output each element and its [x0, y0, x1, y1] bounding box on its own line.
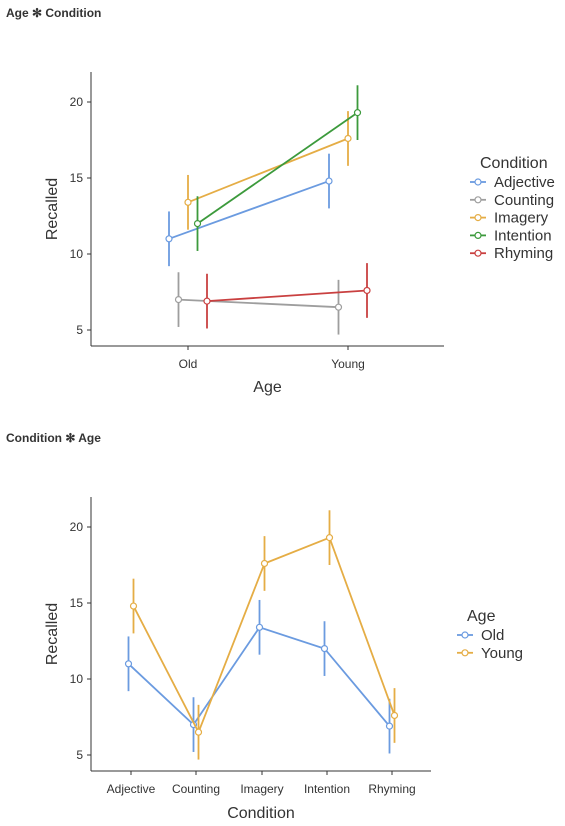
data-point	[320, 644, 329, 653]
legend-label: Counting	[494, 192, 554, 209]
series-adjective	[165, 153, 333, 267]
legend-swatch-point	[474, 214, 482, 222]
y-tick-label: 10	[70, 672, 84, 686]
legend-title: Condition	[480, 155, 548, 172]
data-point	[325, 534, 334, 542]
chart-1-title: Age ✻ Condition	[6, 6, 102, 20]
y-tick-label: 15	[70, 596, 84, 610]
legend-item: Adjective	[470, 174, 555, 191]
data-point	[255, 623, 264, 631]
data-point	[193, 220, 202, 228]
x-tick-label: Young	[331, 357, 365, 371]
series-young	[129, 510, 399, 760]
y-tick-label: 5	[76, 323, 83, 337]
y-tick-label: 5	[76, 748, 83, 762]
x-axis-title: Condition	[227, 805, 295, 822]
data-point	[165, 235, 173, 243]
data-point	[325, 177, 333, 185]
series-counting	[174, 272, 343, 335]
legend-swatch-point	[461, 649, 469, 657]
data-point	[390, 711, 399, 720]
data-point	[385, 722, 394, 730]
data-point	[129, 602, 138, 610]
legend-swatch-point	[461, 631, 469, 639]
x-tick-label: Rhyming	[368, 782, 415, 796]
legend-label: Adjective	[494, 174, 555, 191]
chart-1: 5 10 15 20 Old Young Age Recalled Condition Adjec…	[44, 72, 555, 396]
legend-item: Imagery	[470, 210, 549, 227]
x-tick-label: Intention	[304, 782, 350, 796]
x-tick-label: Adjective	[107, 782, 156, 796]
y-tick-label: 20	[70, 520, 84, 534]
series-line	[168, 180, 330, 240]
data-point	[334, 303, 343, 311]
series-line	[196, 111, 359, 225]
data-point	[184, 198, 192, 206]
legend-title: Age	[467, 608, 496, 625]
series-line	[206, 289, 368, 303]
legend-label: Old	[481, 627, 504, 644]
data-point	[194, 728, 203, 736]
legend-item: Old	[457, 627, 504, 644]
chart-2-title: Condition ✻ Age	[6, 431, 101, 445]
legend-swatch-point	[474, 231, 482, 239]
x-tick-label: Counting	[172, 782, 220, 796]
legend-label: Young	[481, 645, 523, 662]
chart-2: 5 10 15 20 Adjective Counting Imagery Intention…	[44, 497, 523, 822]
series-old	[124, 599, 394, 754]
legend-swatch-point	[474, 249, 482, 257]
data-point	[124, 660, 133, 668]
legend-label: Rhyming	[494, 245, 553, 262]
legend-item: Intention	[470, 227, 552, 244]
data-point	[353, 109, 362, 117]
data-point	[203, 297, 211, 305]
legend-item: Rhyming	[470, 245, 553, 262]
series-intention	[193, 85, 362, 251]
series-imagery	[184, 111, 352, 230]
series-line	[178, 298, 339, 309]
y-axis-title: Recalled	[44, 178, 61, 240]
x-tick-label: Imagery	[240, 782, 283, 796]
legend-item: Counting	[470, 192, 554, 209]
legend-swatch-point	[474, 196, 482, 204]
series-line	[187, 137, 349, 204]
y-axis-title: Recalled	[44, 603, 61, 665]
data-point	[363, 286, 371, 295]
y-tick-label: 10	[70, 247, 84, 261]
y-tick-label: 15	[70, 171, 84, 185]
data-point	[174, 296, 183, 304]
legend: Condition AdjectiveCountingImageryIntenti…	[470, 155, 555, 262]
legend-label: Imagery	[494, 210, 549, 227]
y-tick-label: 20	[70, 95, 84, 109]
x-tick-label: Old	[179, 357, 198, 371]
x-axis-title: Age	[253, 379, 282, 396]
legend-swatch-point	[474, 178, 482, 186]
series-rhyming	[203, 263, 371, 329]
legend-item: Young	[457, 645, 523, 662]
legend-label: Intention	[494, 227, 552, 244]
data-point	[260, 559, 269, 568]
data-point	[344, 134, 352, 143]
